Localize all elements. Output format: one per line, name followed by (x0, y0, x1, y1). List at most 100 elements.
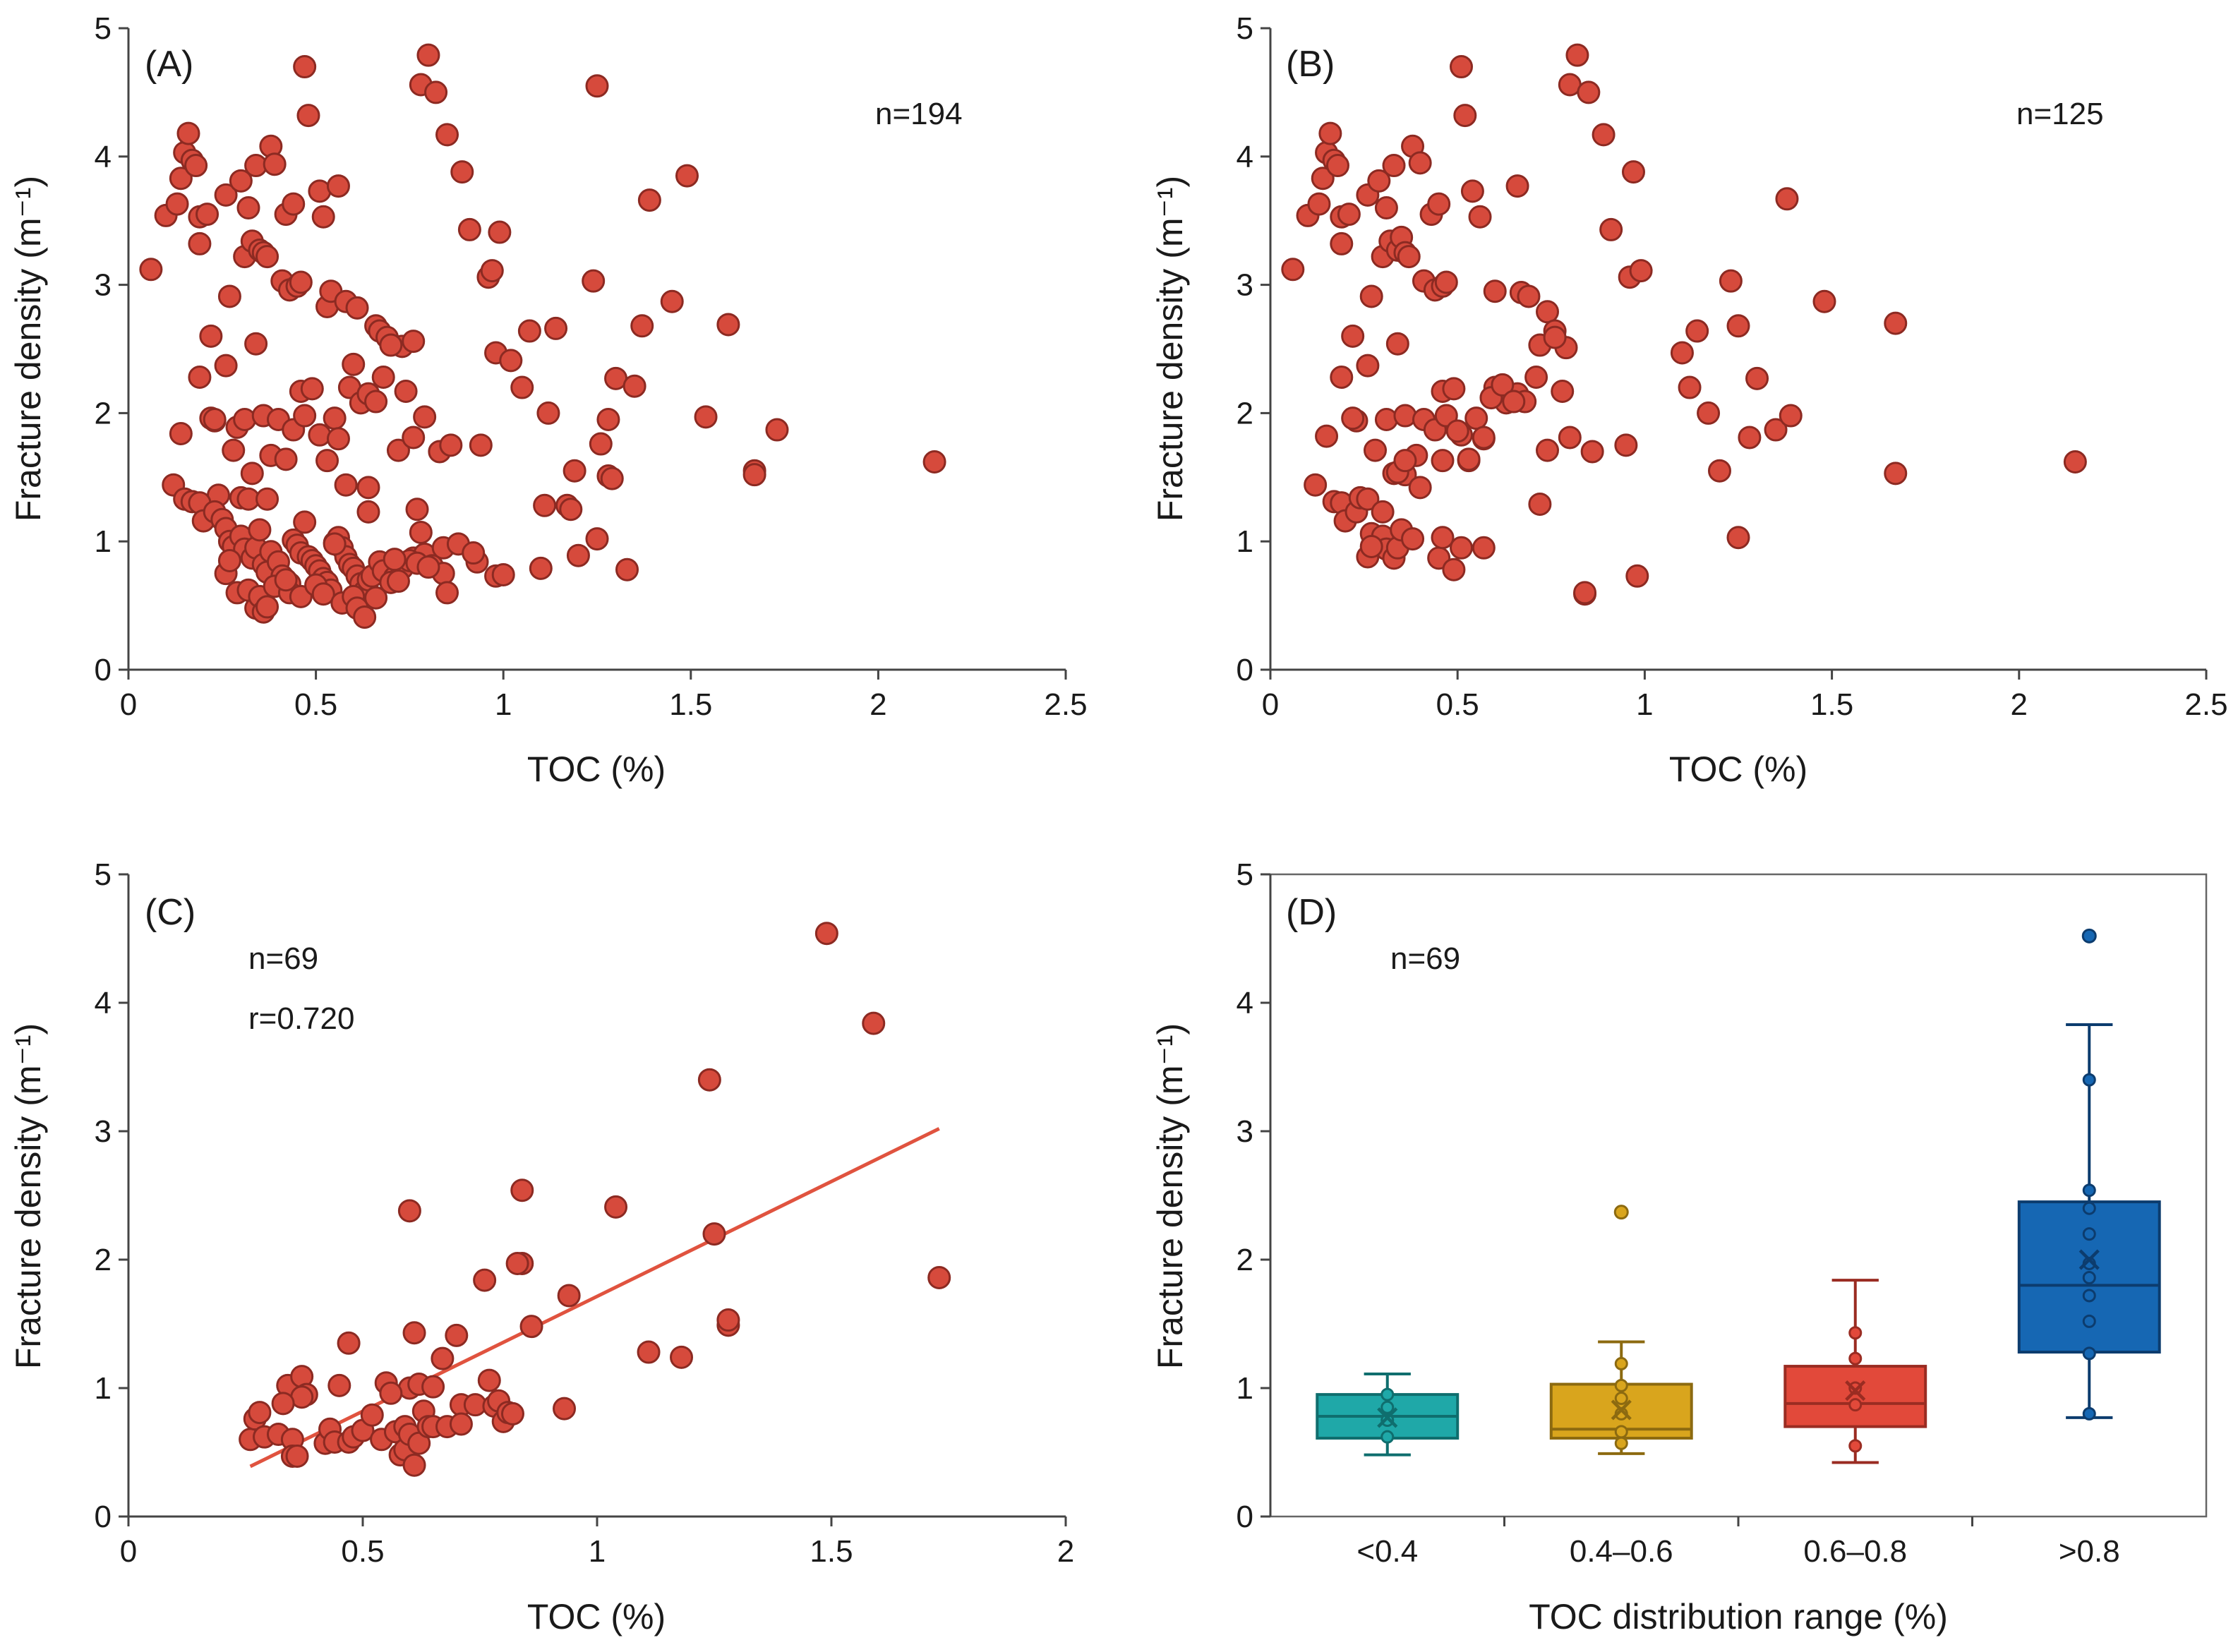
panel-c-point (716, 1308, 740, 1332)
panel-b-point (1517, 284, 1541, 308)
panel-a-point (600, 466, 624, 490)
panel-c-x-tick-label: 0 (120, 1534, 137, 1569)
panel-a-point (199, 324, 223, 348)
panel-a-point (413, 405, 437, 429)
panel-a-point (240, 462, 264, 486)
panel-c-point (477, 1368, 501, 1392)
panel-c-r-annotation: r=0.720 (248, 1001, 354, 1036)
box-data-point (1614, 1436, 1628, 1450)
panel-b-y-tick-label: 5 (1237, 11, 1253, 46)
box-data-point (1848, 1439, 1863, 1453)
panel-b-point (1685, 319, 1709, 343)
panel-a-point (529, 556, 553, 580)
panel-b-point (1385, 332, 1409, 356)
panel-b-axes: 0 1 2 3 4 5 0 0.5 1 1.5 2 2.5 (1237, 11, 2228, 722)
panel-b-point (1325, 154, 1349, 178)
panel-b-point (1337, 203, 1361, 227)
panel-d-y-tick-label: 5 (1237, 857, 1253, 892)
panel-b-point (1884, 311, 1908, 335)
panel-b-point (1330, 365, 1354, 389)
panel-a-y-tick-label: 1 (95, 524, 112, 559)
panel-a-point (342, 352, 366, 376)
panel-a-y-tick-label: 0 (95, 653, 112, 687)
panel-a-point (544, 316, 568, 340)
box-2 (1549, 1205, 1693, 1455)
panel-a-point (229, 169, 253, 193)
panel-c-point (862, 1011, 886, 1035)
panel-a-y-tick-label: 2 (95, 396, 112, 430)
box-data-point (1848, 1326, 1863, 1340)
panel-a-point (615, 557, 639, 581)
panel-b-label: (B) (1286, 44, 1335, 85)
panel-b-point (1330, 231, 1354, 255)
panel-a-point (169, 421, 193, 445)
panel-a-point (169, 167, 193, 191)
panel-b-point (1491, 373, 1515, 397)
panel-c-point (402, 1453, 426, 1477)
panel-a-point (450, 160, 474, 184)
panel-a-point (217, 548, 241, 572)
panel-a-point (536, 401, 560, 425)
panel-a-point (379, 333, 403, 357)
panel-b-point (1535, 438, 1559, 462)
panel-b-point (1307, 192, 1331, 216)
panel-b-x-tick-label: 0 (1262, 687, 1279, 722)
panel-a-y-axis-title: Fracture density (m⁻¹) (8, 176, 48, 521)
panel-a-point (765, 418, 789, 442)
panel-a-point (596, 407, 620, 431)
panel-c-point (421, 1375, 445, 1399)
panel-c-label: (C) (145, 892, 195, 933)
panel-b-point (1614, 433, 1638, 457)
panel-a-y-tick-label: 3 (95, 268, 112, 303)
panel-d-y-tick-label: 2 (1237, 1243, 1253, 1277)
panel-a-x-tick-label: 1 (495, 687, 512, 722)
panel-b-point (1719, 269, 1743, 293)
panel-b-point (1442, 377, 1466, 401)
panel-a-point (435, 581, 459, 605)
panel-b-point (1457, 447, 1481, 471)
panel-a-point (922, 450, 946, 474)
box-4 (2017, 928, 2161, 1421)
panel-b-y-tick-label: 3 (1237, 268, 1253, 303)
panel-c-point (670, 1345, 694, 1369)
panel-c-x-tick-label: 0.5 (341, 1534, 384, 1569)
panel-c-point (271, 1392, 295, 1416)
panel-b-point (1697, 401, 1721, 425)
panel-a-point (457, 217, 481, 241)
panel-a-point (435, 123, 459, 147)
panel-a-point (214, 183, 238, 207)
panel-a-point (364, 586, 388, 610)
panel-a-point (203, 407, 227, 431)
panel-b-x-tick-label: 0.5 (1436, 687, 1479, 722)
panel-a-point (462, 541, 486, 565)
panel-c-point (431, 1346, 455, 1370)
panel-a-x-axis-title: TOC (%) (527, 749, 666, 789)
panel-b-x-tick-label: 2.5 (2184, 687, 2227, 722)
panel-a-point (356, 476, 380, 500)
panel-a-point (274, 568, 298, 592)
panel-c-x-tick-label: 1.5 (810, 1534, 853, 1569)
panel-c-point (327, 1373, 351, 1397)
panel-b-point (1738, 426, 1762, 450)
panel-b-point (1592, 123, 1616, 147)
panel-a-point (409, 520, 433, 544)
panel-c-y-tick-label: 5 (95, 857, 112, 892)
box-data-point (2082, 1073, 2096, 1087)
panel-a-point (334, 473, 358, 497)
panel-c-point (814, 922, 838, 946)
panel-b-point (1281, 258, 1305, 282)
panel-c-point (500, 1401, 524, 1425)
panel-b-point (1374, 196, 1398, 220)
panel-b-point (1393, 449, 1417, 473)
panel-a-point (694, 405, 718, 429)
panel-b-point (1315, 424, 1339, 448)
panel-a-point (480, 259, 504, 283)
panel-c-y-tick-label: 0 (95, 1500, 112, 1534)
panel-a-y-tick-label: 4 (95, 140, 112, 174)
panel-b-point (1341, 324, 1365, 348)
panel-c-axes: 0 1 2 3 4 5 0 0.5 1 1.5 2 (95, 857, 1075, 1569)
panel-b-point (1625, 564, 1649, 588)
panel-b-point (1367, 169, 1391, 193)
panel-c-y-tick-label: 2 (95, 1243, 112, 1277)
panel-b-point (1670, 341, 1694, 365)
